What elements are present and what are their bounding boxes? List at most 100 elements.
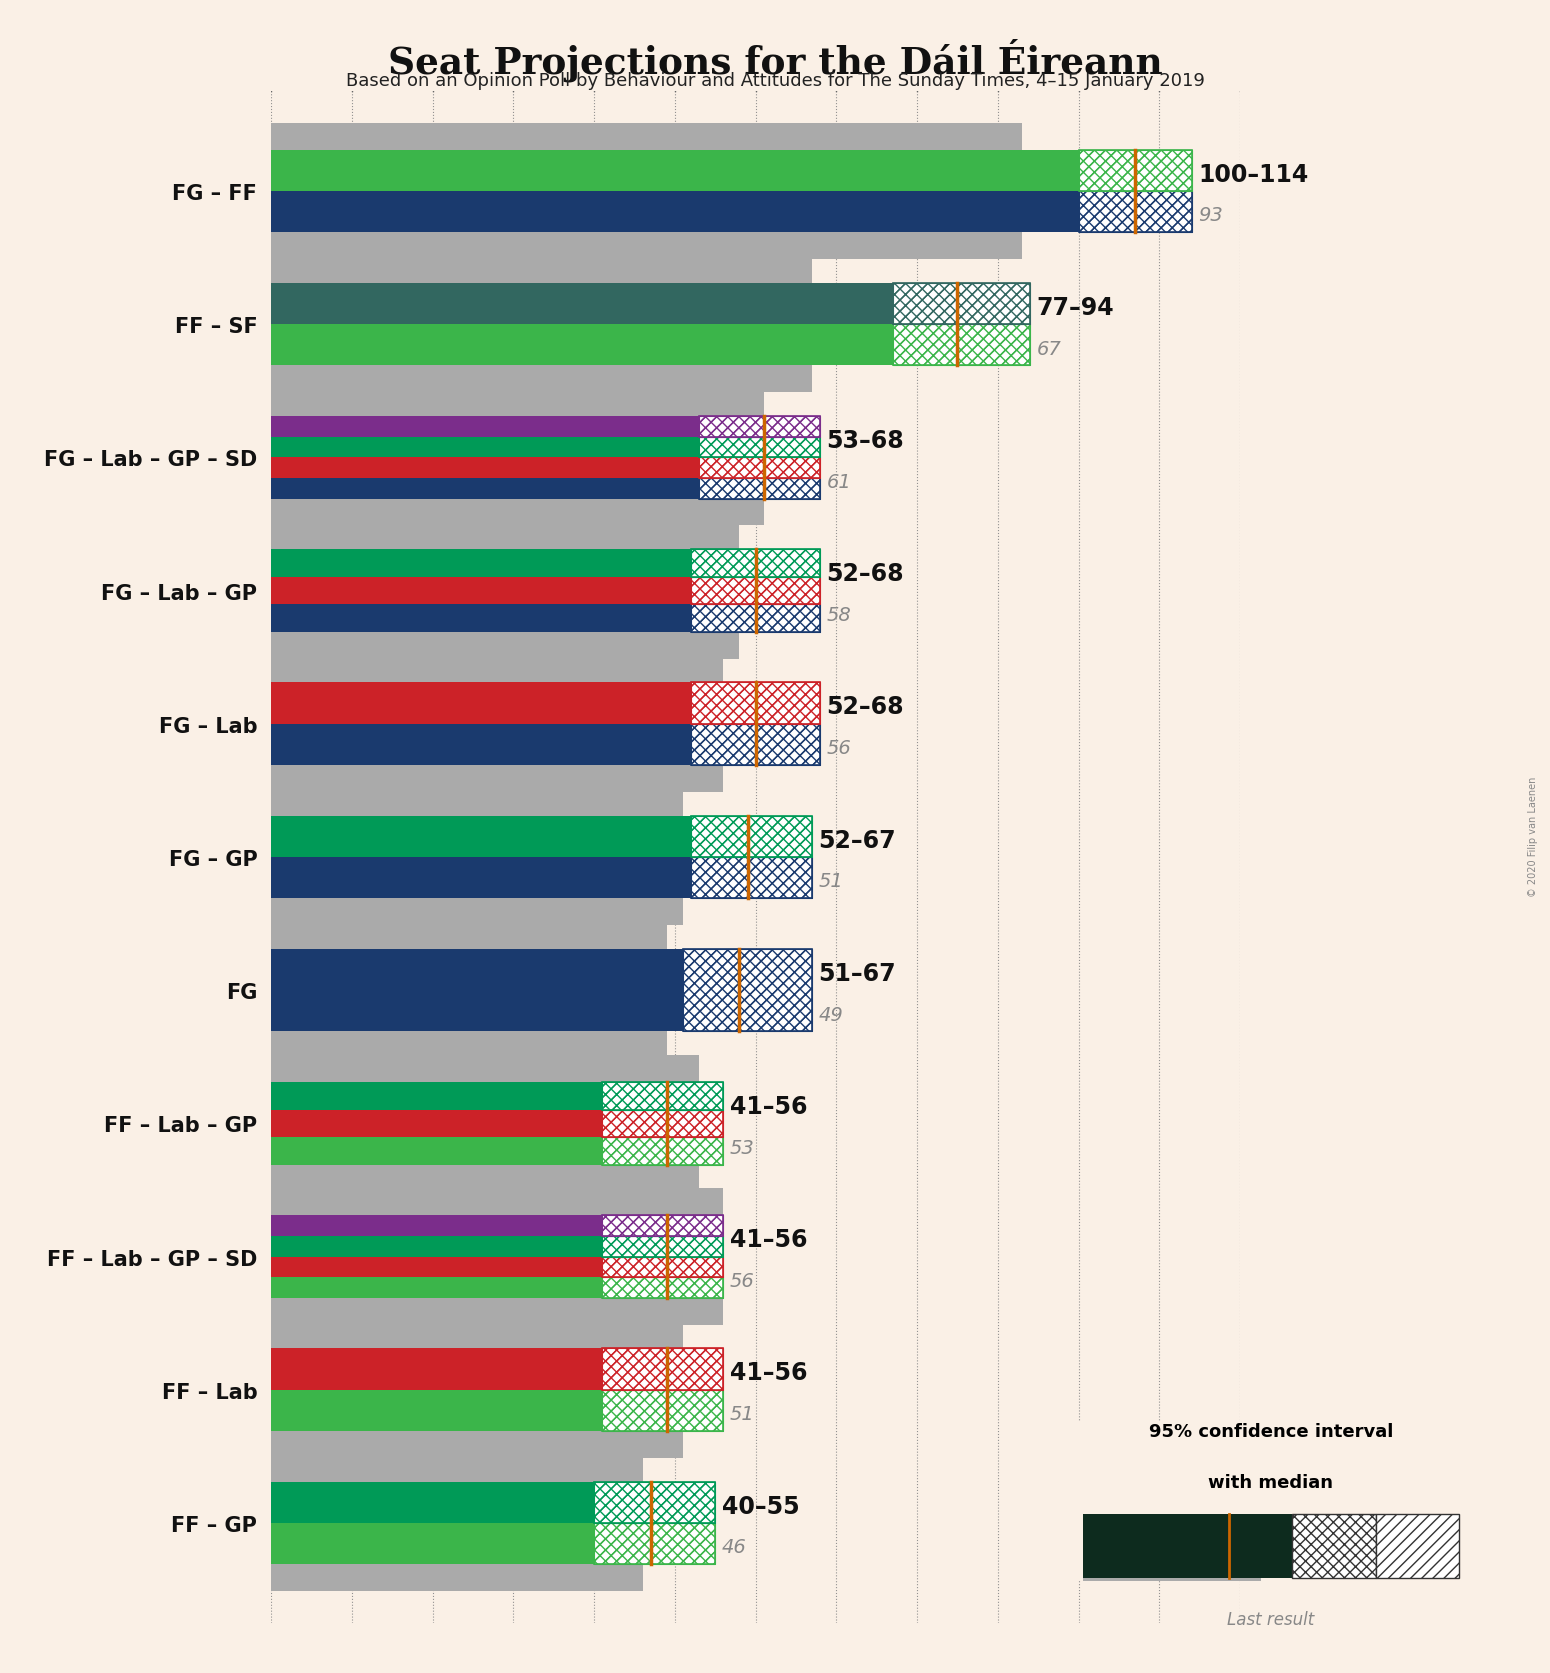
- Bar: [699, 437, 820, 458]
- Bar: [271, 437, 699, 458]
- Bar: [271, 478, 699, 499]
- Text: 93: 93: [1198, 206, 1223, 226]
- Bar: [699, 478, 820, 499]
- Bar: [271, 1082, 603, 1109]
- Text: © 2020 Filip van Laenen: © 2020 Filip van Laenen: [1528, 776, 1538, 897]
- Text: 41–56: 41–56: [730, 1360, 808, 1385]
- Bar: [691, 683, 820, 724]
- Bar: [603, 1390, 724, 1430]
- Bar: [691, 816, 812, 858]
- Text: 58: 58: [826, 606, 851, 624]
- Bar: [893, 284, 1031, 325]
- Text: 56: 56: [826, 739, 851, 758]
- Bar: [271, 192, 1079, 233]
- Bar: [603, 1082, 724, 1109]
- Bar: [603, 1138, 724, 1164]
- Text: 56: 56: [730, 1271, 755, 1290]
- Bar: [699, 417, 820, 437]
- Bar: [271, 524, 739, 659]
- Bar: [603, 1109, 724, 1138]
- Text: 49: 49: [818, 1005, 843, 1024]
- Text: 61: 61: [826, 472, 851, 492]
- Bar: [271, 577, 691, 606]
- Bar: [603, 1109, 724, 1138]
- Bar: [1079, 151, 1192, 192]
- Bar: [603, 1082, 724, 1109]
- Bar: [684, 949, 812, 1032]
- Bar: [603, 1256, 724, 1278]
- Text: 67: 67: [1037, 340, 1062, 358]
- Text: Last result: Last result: [1228, 1609, 1314, 1628]
- Bar: [594, 1522, 715, 1564]
- Bar: [699, 417, 820, 437]
- Bar: [271, 790, 684, 925]
- Bar: [271, 390, 764, 527]
- Bar: [271, 151, 1079, 192]
- Text: 41–56: 41–56: [730, 1228, 808, 1251]
- Bar: [271, 124, 1021, 259]
- Bar: [699, 417, 820, 437]
- Bar: [893, 284, 1031, 325]
- Bar: [603, 1109, 724, 1138]
- Text: 51: 51: [730, 1404, 755, 1424]
- Text: 100–114: 100–114: [1198, 162, 1308, 186]
- Bar: [691, 858, 812, 898]
- Bar: [699, 458, 820, 478]
- Bar: [699, 437, 820, 458]
- Bar: [271, 1109, 603, 1138]
- Bar: [691, 683, 820, 724]
- Text: 52–68: 52–68: [826, 694, 904, 719]
- Bar: [271, 816, 691, 858]
- Text: Based on an Opinion Poll by Behaviour and Attitudes for The Sunday Times, 4–15 J: Based on an Opinion Poll by Behaviour an…: [346, 72, 1204, 90]
- Bar: [893, 325, 1031, 366]
- Bar: [603, 1390, 724, 1430]
- Bar: [594, 1482, 715, 1522]
- Bar: [603, 1256, 724, 1278]
- Bar: [691, 606, 820, 632]
- Bar: [271, 458, 699, 478]
- Text: 51–67: 51–67: [818, 962, 896, 985]
- Bar: [603, 1216, 724, 1236]
- Bar: [691, 550, 820, 577]
- Bar: [893, 325, 1031, 366]
- Bar: [691, 577, 820, 606]
- Bar: [271, 1236, 603, 1256]
- Bar: [699, 478, 820, 499]
- Bar: [699, 478, 820, 499]
- Text: 52–68: 52–68: [826, 562, 904, 586]
- Bar: [691, 606, 820, 632]
- Bar: [1082, 1574, 1260, 1594]
- Bar: [1079, 151, 1192, 192]
- Bar: [594, 1522, 715, 1564]
- Bar: [1082, 1514, 1293, 1578]
- Bar: [691, 550, 820, 577]
- Bar: [271, 1056, 699, 1191]
- Bar: [271, 656, 724, 793]
- Text: 95% confidence interval: 95% confidence interval: [1149, 1422, 1393, 1440]
- Bar: [271, 1348, 603, 1390]
- Bar: [271, 1216, 603, 1236]
- Bar: [271, 550, 691, 577]
- Bar: [594, 1482, 715, 1522]
- Bar: [271, 284, 893, 325]
- Bar: [603, 1236, 724, 1256]
- Bar: [699, 458, 820, 478]
- Bar: [271, 325, 893, 366]
- Bar: [271, 1188, 724, 1325]
- Bar: [684, 949, 812, 1032]
- Bar: [271, 1278, 603, 1298]
- Bar: [271, 1456, 643, 1591]
- Bar: [271, 1138, 603, 1164]
- Bar: [1079, 192, 1192, 233]
- Bar: [1376, 1514, 1460, 1578]
- Bar: [691, 724, 820, 766]
- Bar: [603, 1390, 724, 1430]
- Bar: [699, 458, 820, 478]
- Bar: [271, 1390, 603, 1430]
- Bar: [684, 949, 812, 1032]
- Bar: [691, 858, 812, 898]
- Bar: [603, 1138, 724, 1164]
- Bar: [691, 816, 812, 858]
- Text: 53: 53: [730, 1138, 755, 1158]
- Text: 53–68: 53–68: [826, 428, 904, 453]
